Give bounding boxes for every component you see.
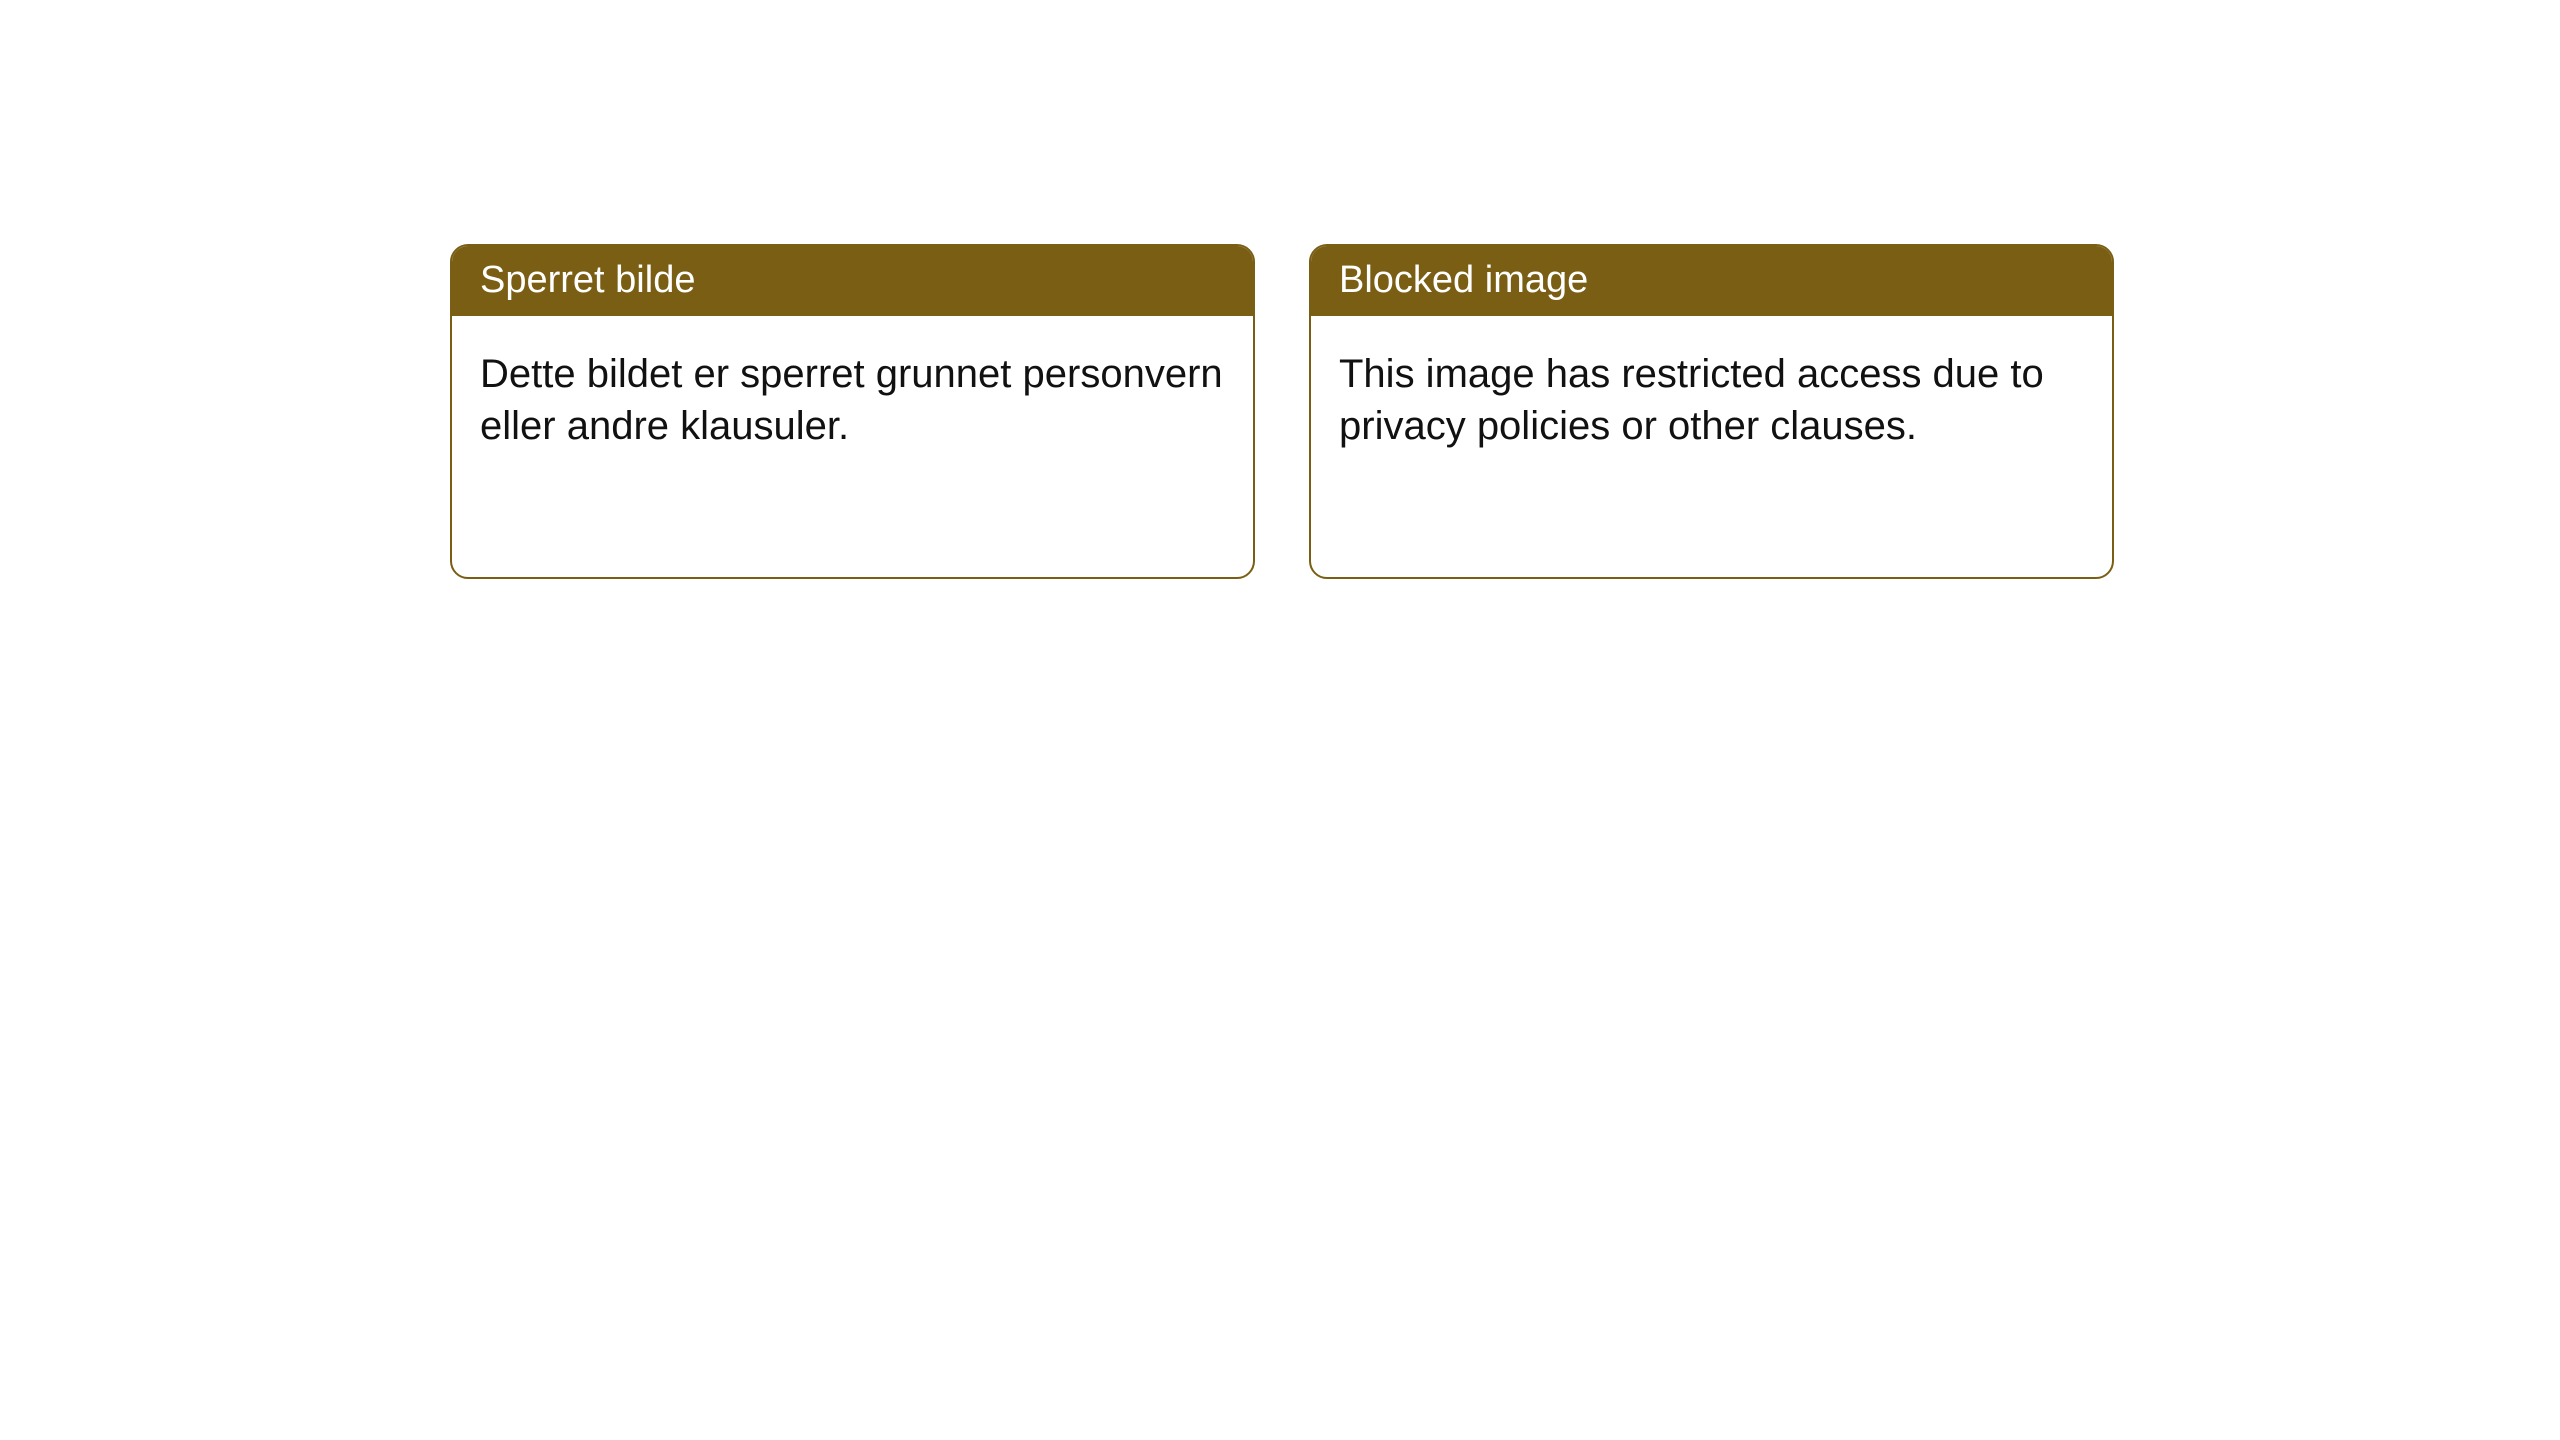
card-body: This image has restricted access due to … [1311, 316, 2112, 484]
card-header: Blocked image [1311, 246, 2112, 316]
notice-card-container: Sperret bilde Dette bildet er sperret gr… [450, 244, 2114, 579]
card-header: Sperret bilde [452, 246, 1253, 316]
card-body: Dette bildet er sperret grunnet personve… [452, 316, 1253, 484]
notice-card-norwegian: Sperret bilde Dette bildet er sperret gr… [450, 244, 1255, 579]
notice-card-english: Blocked image This image has restricted … [1309, 244, 2114, 579]
